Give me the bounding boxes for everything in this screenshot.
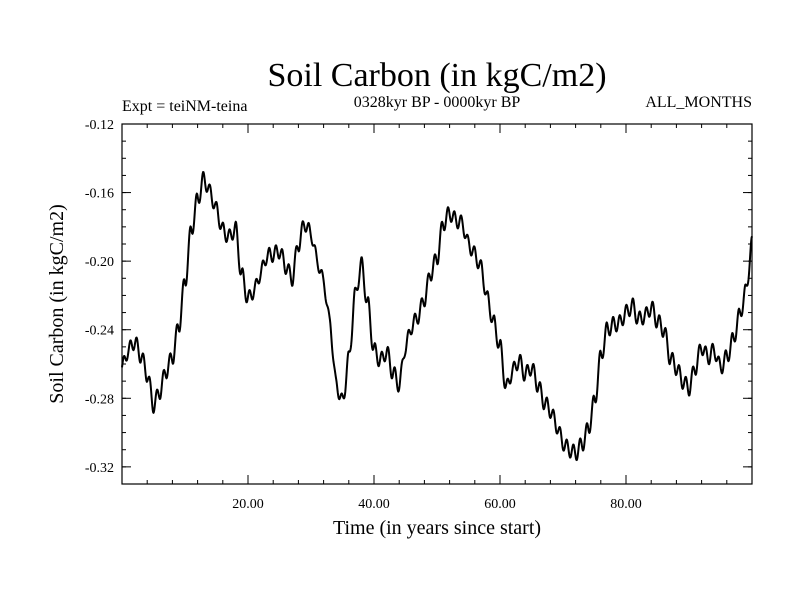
y-tick-label: -0.12 — [85, 118, 114, 133]
y-tick-label: -0.24 — [85, 324, 114, 339]
y-tick-label: -0.32 — [85, 461, 114, 476]
axis-ticks: -0.12 -0.16 -0.20 -0.24 -0.28 -0.32 20.00 40.00… — [85, 118, 752, 512]
series-line-soil-carbon — [121, 171, 753, 462]
time-range-label: 0328kyr BP - 0000kyr BP — [354, 94, 521, 111]
series-layer — [121, 171, 753, 462]
months-label: ALL_MONTHS — [645, 94, 752, 111]
chart-title: Soil Carbon (in kgC/m2) — [267, 57, 606, 94]
x-axis-label: Time (in years since start) — [333, 517, 541, 539]
x-tick-label: 60.00 — [484, 497, 516, 512]
y-tick-label: -0.28 — [85, 392, 114, 407]
x-tick-label: 20.00 — [232, 497, 264, 512]
plot-frame — [121, 123, 753, 485]
x-tick-label: 80.00 — [610, 497, 642, 512]
y-axis-label: Soil Carbon (in kgC/m2) — [46, 204, 68, 403]
y-tick-label: -0.16 — [85, 187, 114, 202]
experiment-label: Expt = teiNM-teina — [122, 98, 247, 115]
y-tick-label: -0.20 — [85, 255, 114, 270]
x-tick-label: 40.00 — [358, 497, 390, 512]
